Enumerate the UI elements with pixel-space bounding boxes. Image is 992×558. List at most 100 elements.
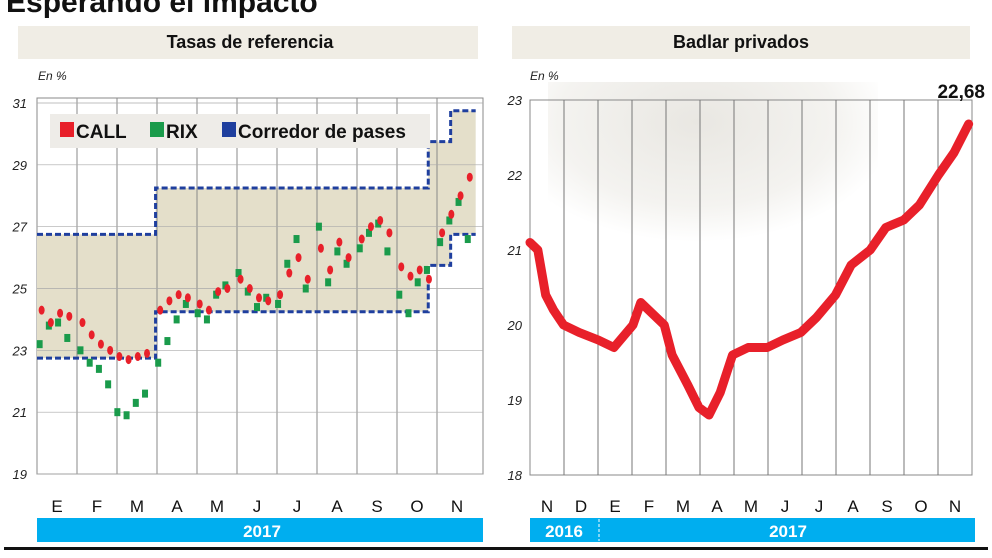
x-month-label: J bbox=[781, 497, 790, 516]
call-point bbox=[345, 253, 352, 263]
call-point bbox=[439, 228, 446, 238]
call-point bbox=[237, 274, 244, 284]
rix-point bbox=[36, 340, 43, 349]
x-month-label: M bbox=[676, 497, 690, 516]
legend-corridor: Corredor de pases bbox=[238, 122, 406, 143]
badlar-point bbox=[764, 344, 771, 351]
x-month-label: M bbox=[744, 497, 758, 516]
badlar-point bbox=[576, 329, 583, 336]
rix-point bbox=[55, 318, 62, 327]
rix-point bbox=[155, 358, 162, 367]
badlar-point bbox=[550, 307, 557, 313]
rix-point bbox=[302, 284, 309, 293]
rix-point bbox=[235, 269, 242, 278]
rix-point bbox=[356, 244, 363, 253]
call-point bbox=[97, 339, 104, 349]
badlar-point bbox=[661, 322, 668, 328]
badlar-point bbox=[534, 247, 541, 253]
call-point bbox=[265, 296, 272, 306]
y-tick-label: 19 bbox=[13, 467, 27, 482]
call-point bbox=[358, 234, 365, 244]
rix-point bbox=[343, 259, 350, 268]
rix-point bbox=[77, 346, 84, 355]
legend-swatch-corridor bbox=[222, 122, 236, 137]
x-month-label: E bbox=[51, 497, 62, 516]
badlar-point bbox=[669, 352, 676, 358]
building-photo bbox=[548, 82, 878, 282]
rix-point bbox=[405, 309, 412, 318]
corridor-band bbox=[37, 110, 476, 359]
left-banner bbox=[18, 26, 478, 59]
left-chart-title: Tasas de referencia bbox=[167, 32, 335, 52]
call-point bbox=[79, 318, 86, 328]
rix-point bbox=[423, 265, 430, 274]
rix-point bbox=[142, 389, 149, 398]
badlar-point bbox=[560, 322, 567, 328]
rix-point bbox=[384, 247, 391, 256]
y-tick-label: 21 bbox=[12, 405, 27, 420]
x-month-label: S bbox=[371, 497, 382, 516]
rix-point bbox=[164, 337, 171, 346]
call-point bbox=[416, 265, 423, 275]
x-month-label: A bbox=[171, 497, 183, 516]
left-unit-label: En % bbox=[38, 69, 67, 83]
call-point bbox=[107, 345, 114, 355]
call-point bbox=[175, 290, 182, 300]
badlar-point bbox=[935, 172, 942, 178]
rix-point bbox=[464, 235, 471, 244]
rix-point bbox=[254, 303, 260, 312]
rix-point bbox=[114, 408, 121, 417]
x-month-label: A bbox=[711, 497, 723, 516]
call-point bbox=[425, 274, 432, 284]
call-point bbox=[88, 330, 95, 340]
badlar-point bbox=[595, 337, 602, 343]
y-tick-label: 27 bbox=[12, 220, 28, 235]
call-point bbox=[157, 305, 164, 315]
badlar-point bbox=[882, 224, 889, 231]
badlar-point bbox=[797, 329, 804, 336]
call-point bbox=[277, 290, 284, 300]
badlar-point bbox=[745, 344, 752, 351]
call-point bbox=[166, 296, 173, 306]
corridor-lower-line bbox=[37, 232, 476, 360]
rix-point bbox=[105, 380, 112, 389]
right-year-2017: 2017 bbox=[769, 522, 807, 541]
call-point bbox=[38, 305, 45, 315]
right-unit-label: En % bbox=[530, 69, 559, 83]
badlar-point bbox=[832, 292, 839, 298]
legend-call: CALL bbox=[76, 122, 127, 143]
x-month-label: F bbox=[644, 497, 654, 516]
badlar-point bbox=[965, 121, 972, 127]
x-month-label: M bbox=[130, 497, 144, 516]
call-point bbox=[215, 287, 222, 297]
y-tick-label: 31 bbox=[13, 96, 27, 111]
call-point bbox=[205, 305, 212, 315]
badlar-line bbox=[525, 119, 974, 420]
corridor-upper-line bbox=[37, 109, 476, 236]
badlar-point bbox=[542, 292, 549, 298]
call-point bbox=[295, 253, 302, 263]
y-tick-label: 25 bbox=[12, 282, 28, 297]
rix-point bbox=[446, 216, 453, 225]
rix-point bbox=[64, 333, 71, 342]
rix-point bbox=[414, 278, 421, 287]
badlar-point bbox=[729, 352, 736, 358]
badlar-point bbox=[951, 149, 958, 156]
x-month-label: N bbox=[949, 497, 961, 516]
rix-point bbox=[293, 235, 300, 244]
y-tick-label: 19 bbox=[508, 393, 522, 408]
badlar-point bbox=[916, 202, 923, 208]
badlar-point bbox=[645, 307, 652, 313]
badlar-point bbox=[717, 389, 724, 396]
rix-point bbox=[284, 259, 291, 268]
call-point bbox=[317, 243, 324, 253]
main-title: Esperando el impacto bbox=[6, 0, 318, 19]
rix-point bbox=[334, 247, 341, 256]
right-banner bbox=[512, 26, 970, 59]
call-point bbox=[246, 284, 253, 293]
y-tick-label: 20 bbox=[507, 318, 523, 333]
call-point bbox=[256, 293, 262, 303]
x-month-label: D bbox=[575, 497, 587, 516]
call-point bbox=[196, 299, 203, 309]
